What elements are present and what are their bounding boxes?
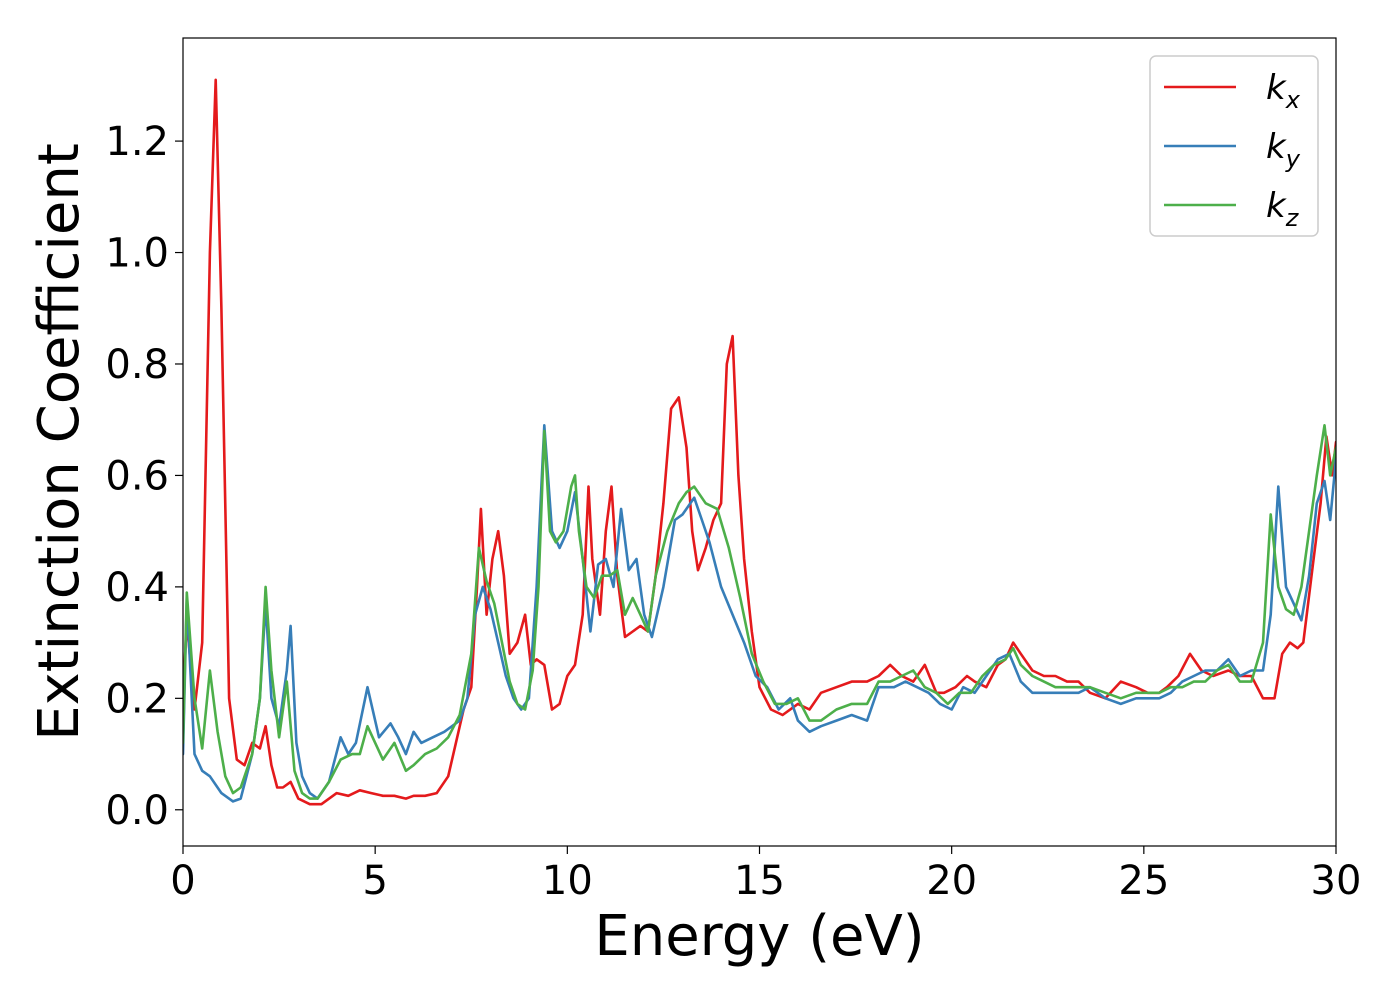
series-line-y [183,423,1336,803]
legend-label: kz [1266,186,1300,232]
x-tick-label: 20 [926,858,977,904]
x-tick-label: 10 [542,858,593,904]
legend-label: ky [1266,127,1301,173]
legend-item-z: kz [1164,186,1300,232]
x-tick-label: 15 [734,858,785,904]
x-tick-label: 5 [362,858,387,904]
legend-item-y: ky [1164,127,1301,173]
legend: kx ky kz [1149,55,1319,237]
x-tick-label: 0 [170,858,195,904]
series-line-z [183,423,1336,800]
plot-lines [183,78,1336,806]
legend-item-x: kx [1164,68,1301,114]
y-axis-title: Extinction Coefficient [27,143,92,741]
series-line-x [183,78,1336,806]
y-tick-label: 0.6 [105,453,169,499]
x-axis: 0 5 10 15 20 25 30 [170,846,1361,904]
x-axis-title: Energy (eV) [594,904,924,969]
x-tick-label: 30 [1311,858,1362,904]
y-axis: 0.0 0.2 0.4 0.6 0.8 1.0 1.2 [105,119,183,834]
y-tick-label: 0.2 [105,676,169,722]
y-tick-label: 0.0 [105,788,169,834]
y-tick-label: 1.0 [105,231,169,277]
x-tick-label: 25 [1118,858,1169,904]
y-tick-label: 1.2 [105,119,169,165]
y-tick-label: 0.8 [105,342,169,388]
y-tick-label: 0.4 [105,565,169,611]
legend-label: kx [1266,68,1301,114]
